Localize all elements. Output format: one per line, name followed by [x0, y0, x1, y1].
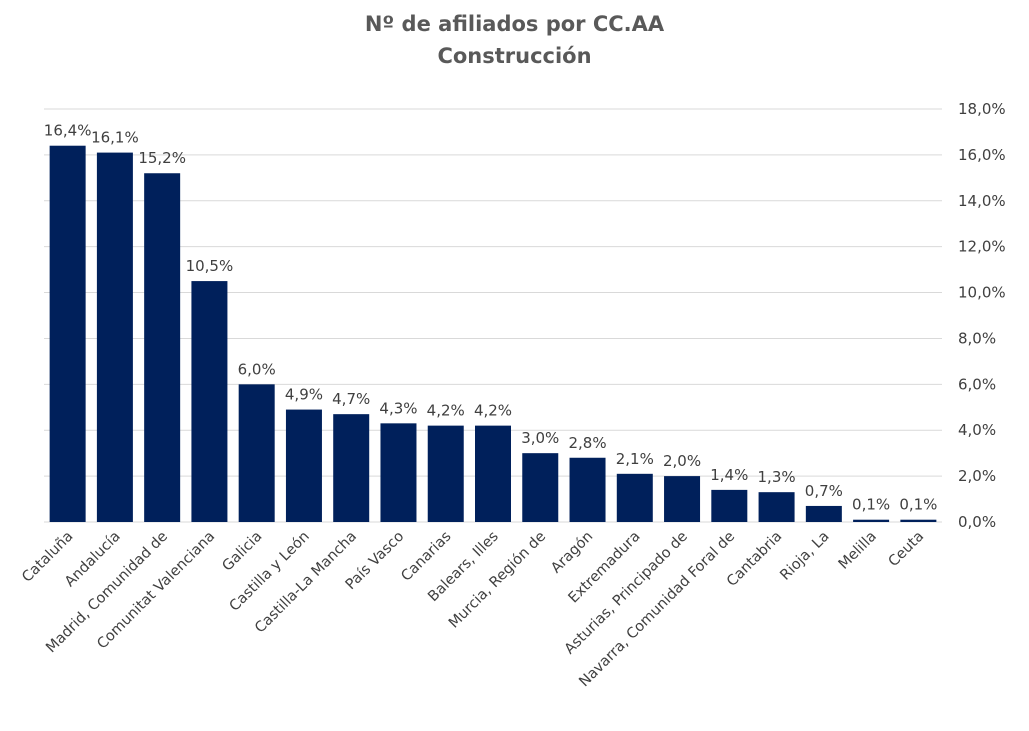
bar [475, 425, 511, 522]
data-label: 1,3% [758, 468, 796, 486]
bar [522, 453, 559, 522]
bar [191, 281, 228, 522]
data-label: 3,0% [521, 429, 559, 447]
chart-subtitle: Construcción [437, 44, 592, 68]
x-tick-label: Aragón [548, 529, 596, 577]
bar [96, 152, 133, 522]
data-label: 2,1% [616, 450, 654, 468]
y-tick-label: 18,0% [958, 100, 1006, 118]
y-tick-label: 2,0% [958, 467, 996, 485]
bar [664, 476, 701, 522]
data-label: 4,3% [379, 399, 417, 417]
data-label: 6,0% [238, 360, 276, 378]
bar [616, 473, 653, 522]
y-tick-label: 4,0% [958, 421, 996, 439]
data-label: 16,4% [44, 122, 92, 140]
x-tick-label: Castilla y León [227, 529, 313, 615]
bar [285, 409, 322, 522]
data-label: 0,7% [805, 482, 843, 500]
data-label: 4,9% [285, 386, 323, 404]
data-label: 15,2% [138, 149, 186, 167]
data-label: 4,7% [332, 390, 370, 408]
y-tick-label: 16,0% [958, 146, 1006, 164]
bar [380, 423, 417, 522]
bar [569, 457, 606, 522]
bar [853, 519, 890, 522]
data-label: 0,1% [852, 496, 890, 514]
bar [711, 489, 748, 522]
data-label: 2,8% [568, 434, 606, 452]
y-tick-label: 6,0% [958, 375, 996, 393]
x-tick-label: Galicia [219, 529, 265, 575]
data-label: 1,4% [710, 466, 748, 484]
x-tick-label: Rioja, La [777, 529, 832, 584]
y-tick-label: 0,0% [958, 513, 996, 531]
data-label: 2,0% [663, 452, 701, 470]
bar [900, 519, 937, 522]
y-tick-label: 12,0% [958, 238, 1006, 256]
bar [144, 173, 181, 522]
x-tick-label: Ceuta [886, 529, 928, 571]
bar [49, 145, 86, 522]
x-tick-label: Melilla [836, 529, 880, 573]
data-label: 0,1% [899, 496, 937, 514]
chart-title-block: Nº de afiliados por CC.AA Construcción [0, 8, 1029, 72]
y-tick-label: 14,0% [958, 192, 1006, 210]
bar [427, 425, 464, 522]
y-tick-label: 10,0% [958, 284, 1006, 302]
bar [805, 505, 842, 522]
bar [758, 492, 795, 522]
data-label: 16,1% [91, 129, 139, 147]
chart-title: Nº de afiliados por CC.AA [364, 12, 665, 36]
data-label: 4,2% [427, 402, 465, 420]
y-tick-label: 8,0% [958, 329, 996, 347]
data-label: 10,5% [186, 257, 234, 275]
data-label: 4,2% [474, 402, 512, 420]
bar [238, 384, 275, 522]
bar [333, 414, 370, 522]
